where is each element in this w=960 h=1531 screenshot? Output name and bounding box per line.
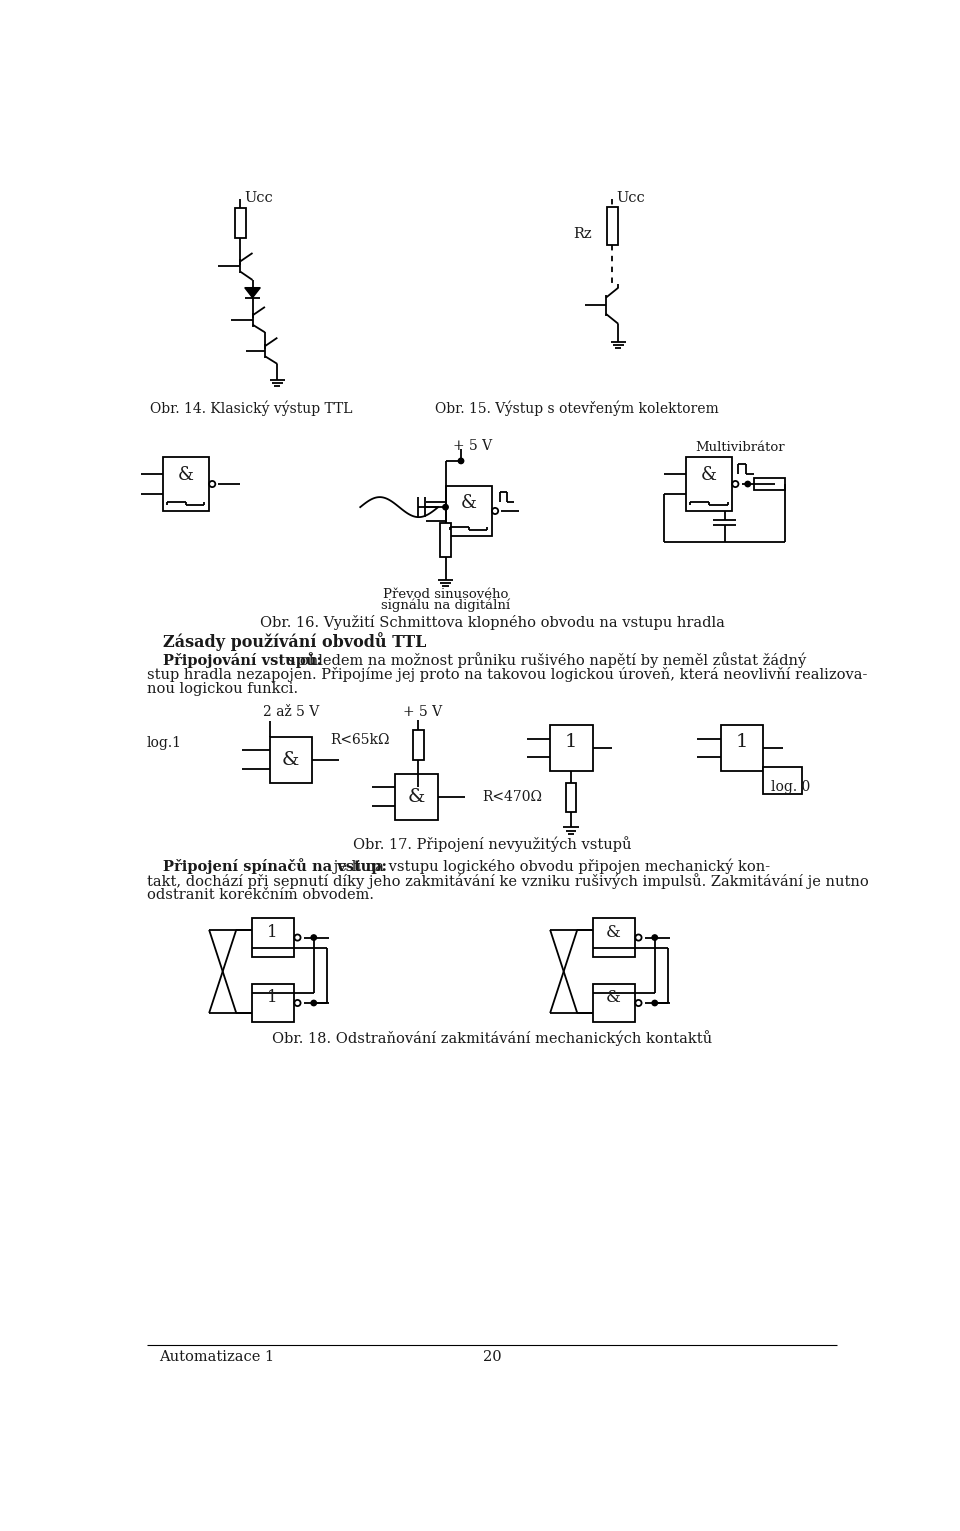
- Circle shape: [311, 935, 317, 940]
- Text: Multivibrátor: Multivibrátor: [695, 441, 785, 455]
- Circle shape: [443, 504, 448, 510]
- Bar: [763, 767, 802, 795]
- Text: Připojování vstupů:: Připojování vstupů:: [162, 652, 322, 668]
- Text: 2 až 5 V: 2 až 5 V: [263, 704, 320, 720]
- Text: &: &: [606, 923, 621, 940]
- Text: Obr. 15. Výstup s otevřeným kolektorem: Obr. 15. Výstup s otevřeným kolektorem: [436, 401, 719, 416]
- Text: &: &: [407, 787, 424, 805]
- Text: &: &: [178, 465, 194, 484]
- Text: nou logickou funkci.: nou logickou funkci.: [147, 681, 299, 697]
- Text: Obr. 16. Využití Schmittova klopného obvodu na vstupu hradla: Obr. 16. Využití Schmittova klopného obv…: [259, 615, 725, 631]
- Text: log.1: log.1: [147, 736, 182, 750]
- Bar: [396, 773, 438, 819]
- Text: Zásady používání obvodů TTL: Zásady používání obvodů TTL: [162, 632, 426, 651]
- Text: Připojení spínačů na vstup:: Připojení spínačů na vstup:: [162, 857, 387, 874]
- Text: s ohledem na možnost průniku rušivého napětí by neměl zůstat žádný: s ohledem na možnost průniku rušivého na…: [283, 652, 806, 668]
- Text: odstranit korekčním obvodem.: odstranit korekčním obvodem.: [147, 888, 374, 902]
- Bar: [252, 984, 295, 1023]
- Text: log. 0: log. 0: [771, 779, 810, 793]
- Text: stup hradla nezapojen. Připojíme jej proto na takovou logickou úroveň, která neo: stup hradla nezapojen. Připojíme jej pro…: [147, 666, 868, 681]
- Bar: [270, 736, 312, 782]
- Bar: [685, 458, 732, 511]
- Bar: [445, 487, 492, 536]
- Circle shape: [652, 1000, 658, 1006]
- Text: 1: 1: [268, 989, 278, 1006]
- Bar: [721, 726, 763, 772]
- Text: takt, dochází při sepnutí díky jeho zakmitávání ke vzniku rušivých impulsů. Zakm: takt, dochází při sepnutí díky jeho zakm…: [147, 873, 869, 888]
- Text: &: &: [701, 465, 717, 484]
- Circle shape: [311, 1000, 317, 1006]
- Circle shape: [745, 481, 751, 487]
- Bar: [754, 478, 785, 490]
- Text: Ucc: Ucc: [616, 190, 645, 205]
- Text: &: &: [606, 989, 621, 1006]
- Bar: [162, 458, 209, 511]
- Text: + 5 V: + 5 V: [453, 438, 492, 453]
- Text: &: &: [461, 493, 477, 511]
- Text: Rz: Rz: [573, 227, 592, 240]
- Circle shape: [458, 458, 464, 464]
- Text: 1: 1: [564, 733, 577, 752]
- Bar: [550, 726, 592, 772]
- Text: Automatizace 1: Automatizace 1: [158, 1350, 274, 1364]
- Circle shape: [652, 935, 658, 940]
- Text: Obr. 17. Připojení nevyužitých vstupů: Obr. 17. Připojení nevyužitých vstupů: [352, 836, 632, 853]
- Text: 1: 1: [268, 923, 278, 940]
- Bar: [592, 984, 636, 1023]
- Bar: [592, 919, 636, 957]
- Bar: [565, 782, 576, 811]
- Text: je-li na vstupu logického obvodu připojen mechanický kon-: je-li na vstupu logického obvodu připoje…: [329, 859, 770, 874]
- Bar: [252, 919, 295, 957]
- Text: + 5 V: + 5 V: [403, 704, 442, 720]
- Text: R<65kΩ: R<65kΩ: [330, 733, 390, 747]
- Text: 20: 20: [483, 1350, 501, 1364]
- Text: Převod sinusového: Převod sinusového: [383, 588, 508, 600]
- Bar: [440, 522, 451, 557]
- Polygon shape: [245, 288, 260, 297]
- Bar: [234, 208, 246, 237]
- Text: &: &: [282, 750, 300, 769]
- Text: Obr. 14. Klasický výstup TTL: Obr. 14. Klasický výstup TTL: [151, 401, 353, 416]
- Text: Ucc: Ucc: [244, 190, 273, 205]
- Bar: [413, 730, 423, 759]
- Text: Obr. 18. Odstraňování zakmitávání mechanických kontaktů: Obr. 18. Odstraňování zakmitávání mechan…: [272, 1030, 712, 1046]
- Text: signálu na digitální: signálu na digitální: [381, 599, 510, 612]
- Text: R<470Ω: R<470Ω: [482, 790, 542, 804]
- Text: 1: 1: [735, 733, 748, 752]
- Bar: [607, 207, 617, 245]
